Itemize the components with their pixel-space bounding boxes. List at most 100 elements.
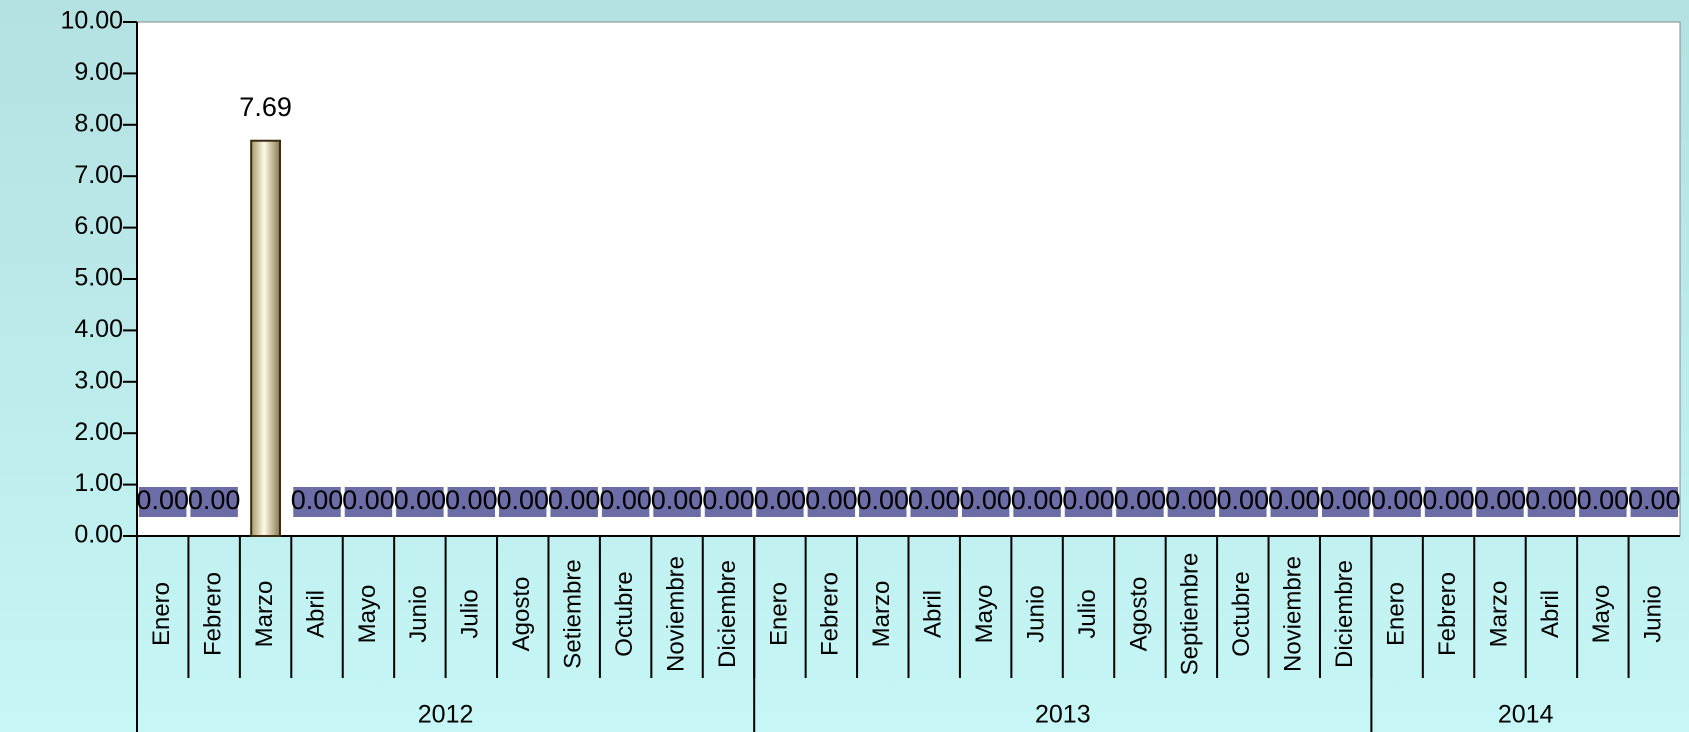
data-label-box [1321, 487, 1370, 517]
x-tick-label: Mayo [971, 585, 998, 644]
data-label: 0.00 [908, 485, 961, 515]
data-label: 0.00 [959, 485, 1012, 515]
data-label-box [961, 487, 1010, 517]
x-group-label: 2013 [1035, 701, 1091, 729]
y-tick-label: 1.00 [74, 469, 123, 497]
x-tick-label: Abril [302, 590, 329, 638]
data-label-box [396, 487, 444, 517]
data-label-box [344, 487, 393, 517]
data-label-box [1064, 487, 1113, 517]
x-tick-label: Agosto [1125, 577, 1152, 652]
x-tick-label: Julio [1074, 589, 1101, 638]
data-label: 0.00 [291, 485, 344, 515]
x-tick-label: Marzo [1485, 581, 1512, 648]
x-tick-label: Agosto [508, 577, 535, 652]
data-label: 0.00 [702, 485, 755, 515]
y-tick-label: 10.00 [60, 7, 123, 35]
data-label-box [601, 487, 650, 517]
y-tick-label: 2.00 [74, 418, 123, 446]
x-tick-label: Enero [1382, 582, 1409, 646]
data-label: 0.00 [754, 485, 807, 515]
data-label-box [1476, 487, 1524, 517]
data-label: 0.00 [342, 485, 395, 515]
data-label-box [1270, 487, 1318, 517]
data-label-box [190, 487, 238, 517]
x-tick-label: Abril [1537, 590, 1564, 638]
x-tick-label: Febrero [817, 572, 844, 656]
data-label: 0.00 [1525, 485, 1578, 515]
x-tick-label: Diciembre [714, 560, 741, 668]
x-tick-label: Febrero [199, 572, 226, 656]
data-label: 0.00 [1422, 485, 1475, 515]
data-label: 0.00 [188, 485, 241, 515]
data-label: 0.00 [445, 485, 498, 515]
data-label-box [910, 487, 958, 517]
x-tick-label: Julio [457, 589, 484, 638]
x-tick-label: Junio [1640, 585, 1667, 642]
data-label-box [704, 487, 753, 517]
data-label-box [293, 487, 341, 517]
data-label-box [1424, 487, 1473, 517]
data-label-box [653, 487, 701, 517]
y-tick-label: 7.00 [74, 161, 123, 189]
data-label-box [1013, 487, 1061, 517]
x-tick-label: Septiembre [1177, 553, 1204, 676]
data-label: 0.00 [1011, 485, 1064, 515]
data-label: 0.00 [136, 485, 189, 515]
x-tick-label: Noviembre [1280, 556, 1307, 672]
y-tick-label: 6.00 [74, 212, 123, 240]
data-label: 0.00 [1165, 485, 1218, 515]
data-label: 0.00 [651, 485, 704, 515]
x-tick-label: Diciembre [1331, 560, 1358, 668]
data-label: 0.00 [1217, 485, 1270, 515]
data-label-box [499, 487, 547, 517]
data-label: 0.00 [1268, 485, 1321, 515]
y-tick-label: 8.00 [74, 109, 123, 137]
data-label: 0.00 [394, 485, 447, 515]
data-label-box [1116, 487, 1164, 517]
x-tick-label: Junio [1022, 585, 1049, 642]
data-label: 0.00 [1319, 485, 1372, 515]
x-tick-label: Noviembre [662, 556, 689, 672]
x-tick-label: Octubre [611, 571, 638, 656]
data-label-box [1579, 487, 1627, 517]
x-tick-label: Junio [405, 585, 432, 642]
data-label-box [1167, 487, 1216, 517]
data-label: 0.00 [548, 485, 601, 515]
x-tick-label: Enero [765, 582, 792, 646]
x-tick-label: Enero [148, 582, 175, 646]
data-label-box [139, 487, 187, 517]
data-label-box [1219, 487, 1267, 517]
data-label-box [756, 487, 804, 517]
x-group-label: 2014 [1498, 701, 1554, 729]
data-label-box [447, 487, 496, 517]
data-label-box [807, 487, 856, 517]
x-tick-label: Mayo [354, 585, 381, 644]
data-label-box [1373, 487, 1421, 517]
data-label: 0.00 [857, 485, 910, 515]
data-label: 0.00 [805, 485, 858, 515]
x-tick-label: Setiembre [560, 559, 587, 668]
x-group-label: 2012 [418, 701, 474, 729]
x-tick-label: Octubre [1228, 571, 1255, 656]
data-label: 0.00 [1474, 485, 1527, 515]
x-tick-label: Marzo [868, 581, 895, 648]
data-label: 0.00 [1577, 485, 1630, 515]
x-tick-label: Marzo [251, 581, 278, 648]
data-label-box [550, 487, 598, 517]
data-label: 0.00 [1628, 485, 1681, 515]
data-label: 0.00 [1062, 485, 1115, 515]
data-label-box [859, 487, 907, 517]
y-tick-label: 5.00 [74, 264, 123, 292]
plot-area [136, 21, 1681, 537]
bar [250, 139, 281, 537]
data-label: 7.69 [239, 92, 292, 122]
x-tick-label: Febrero [1434, 572, 1461, 656]
y-tick-label: 4.00 [74, 315, 123, 343]
x-tick-label: Mayo [1588, 585, 1615, 644]
data-label-box [1630, 487, 1678, 517]
y-tick-label: 3.00 [74, 366, 123, 394]
data-label: 0.00 [496, 485, 549, 515]
data-label: 0.00 [1114, 485, 1167, 515]
